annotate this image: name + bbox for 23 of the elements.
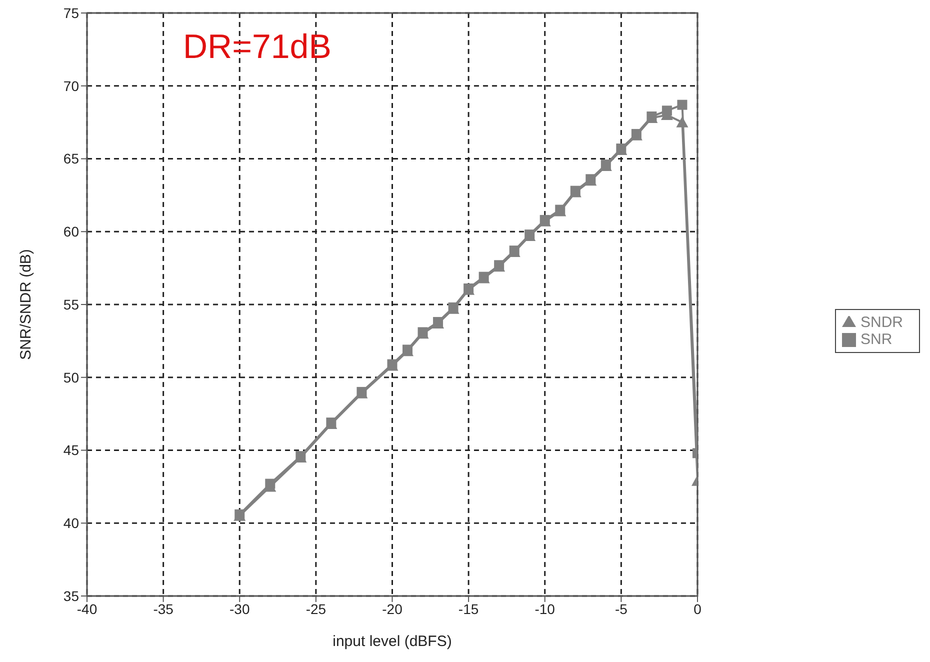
x-tick-label: -40 bbox=[76, 600, 98, 617]
y-tick-label: 60 bbox=[63, 224, 80, 240]
x-tick-label: -35 bbox=[153, 600, 174, 617]
x-tick-label: 0 bbox=[694, 600, 702, 617]
y-tick-label: 45 bbox=[63, 442, 80, 458]
x-axis-title: input level (dBFS) bbox=[332, 633, 452, 650]
y-tick-label: 75 bbox=[63, 4, 80, 21]
y-tick-label: 40 bbox=[63, 515, 80, 532]
y-tick-label: 55 bbox=[63, 296, 80, 312]
x-tick-label: -20 bbox=[382, 600, 403, 617]
legend-label: SNDR bbox=[860, 314, 903, 331]
x-tick-label: -30 bbox=[230, 600, 250, 617]
x-tick-label: -10 bbox=[534, 600, 556, 617]
legend-label: SNR bbox=[860, 331, 892, 348]
x-tick-label: -5 bbox=[614, 600, 628, 617]
y-axis-title: SNR/SNDR (dB) bbox=[17, 249, 34, 360]
x-tick-label: -15 bbox=[458, 600, 479, 617]
y-tick-label: 65 bbox=[63, 150, 80, 167]
annotation: DR=71dB bbox=[183, 28, 332, 67]
y-tick-label: 50 bbox=[63, 369, 80, 386]
y-tick-label: 35 bbox=[63, 588, 80, 604]
y-tick-label: 70 bbox=[63, 78, 80, 94]
x-tick-label: -25 bbox=[306, 600, 326, 617]
